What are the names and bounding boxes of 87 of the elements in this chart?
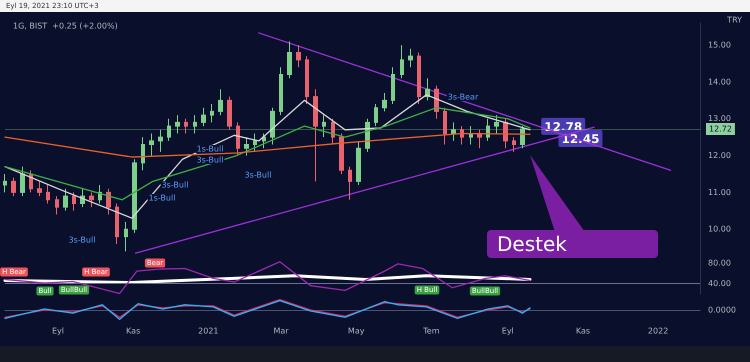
x-tick-label: May (348, 326, 365, 336)
candlestick (72, 192, 76, 212)
candlestick (37, 180, 42, 197)
candlestick (201, 107, 206, 127)
y-tick-label: 15.00 (708, 40, 731, 50)
candlestick (227, 96, 232, 130)
candlestick (512, 136, 516, 152)
candlestick (287, 40, 292, 79)
candlestick (279, 66, 283, 116)
candlestick (296, 44, 301, 68)
line-series (4, 94, 531, 219)
line-series (4, 107, 531, 200)
candlestick (400, 44, 404, 79)
y-tick-label: 11.00 (708, 188, 731, 197)
x-tick-label: Tem (422, 326, 440, 336)
candlestick (149, 132, 154, 156)
candlestick (460, 126, 464, 146)
candlestick (262, 132, 266, 149)
y-tick-label: 14.00 (708, 77, 731, 86)
y-tick-label: 12.00 (708, 151, 731, 160)
candlestick (486, 118, 490, 142)
annotation: 3s-Bull (196, 156, 224, 164)
candlestick (210, 104, 214, 123)
candlestick (236, 122, 240, 156)
candlestick (132, 158, 137, 234)
annotation: 1s-Bull (196, 144, 224, 154)
callout-box: Destek (487, 230, 658, 258)
candlestick (63, 188, 68, 212)
candlestick (124, 221, 128, 252)
x-tick-label: 2022 (648, 326, 668, 336)
y-tick-label: 40.00 (708, 279, 731, 288)
candlestick (322, 114, 326, 138)
candlestick (374, 104, 378, 127)
line-series (4, 261, 531, 294)
candlestick (348, 166, 352, 200)
candlestick (520, 126, 525, 149)
candlestick (106, 188, 111, 215)
annotation: 1s-Bull (148, 194, 176, 202)
line-series (4, 132, 531, 158)
candlestick (417, 52, 421, 105)
candlestick (184, 118, 188, 134)
x-tick-label: 2021 (198, 326, 219, 336)
candlestick (382, 92, 387, 112)
candlestick (305, 56, 309, 105)
text: 0.0000 (708, 306, 736, 314)
candlestick (175, 114, 180, 134)
candlestick (89, 192, 94, 208)
candlestick (158, 129, 163, 152)
annotation: 3s-Bull (68, 236, 96, 244)
candlestick (244, 136, 249, 156)
candlestick (46, 184, 50, 204)
candlestick (443, 107, 447, 146)
x-tick-label: Eyl (52, 326, 64, 336)
x-tick-label: Kas (576, 326, 590, 336)
candlestick (356, 140, 361, 186)
candlestick (11, 177, 16, 197)
candlestick (253, 132, 257, 152)
text: TRY (726, 16, 742, 24)
ref-line-label: 12.72 (709, 124, 732, 134)
annotation: 3s-Bear (448, 92, 479, 102)
candlestick (494, 114, 499, 134)
candlestick (391, 66, 395, 105)
x-tick-label: Mar (273, 326, 290, 336)
candlestick (193, 114, 197, 134)
y-tick-label: 80.00 (708, 258, 731, 268)
annotation: 3s-Bull (244, 170, 272, 180)
candlestick (270, 107, 275, 146)
candlestick (331, 118, 335, 146)
candlestick (115, 202, 119, 244)
annotation: 3s-Bull (162, 180, 188, 190)
x-tick-label: Eyl (502, 326, 514, 336)
y-tick-label: 10.00 (708, 224, 731, 234)
candlestick (167, 118, 171, 142)
candlestick (503, 118, 508, 149)
candlestick (408, 48, 413, 68)
x-tick-label: Kas (126, 326, 140, 336)
candlestick (469, 126, 473, 146)
candlestick (339, 132, 344, 174)
candlestick (20, 166, 25, 197)
chart-title: 1G, BIST +0.25 (+2.00%) (13, 22, 118, 30)
candlestick (55, 196, 59, 215)
candlestick (141, 136, 145, 171)
candlestick (218, 88, 223, 116)
y-tick-label: 13.00 (708, 114, 731, 124)
candlestick (451, 122, 456, 142)
candlestick (313, 88, 318, 182)
candlestick (3, 173, 7, 193)
